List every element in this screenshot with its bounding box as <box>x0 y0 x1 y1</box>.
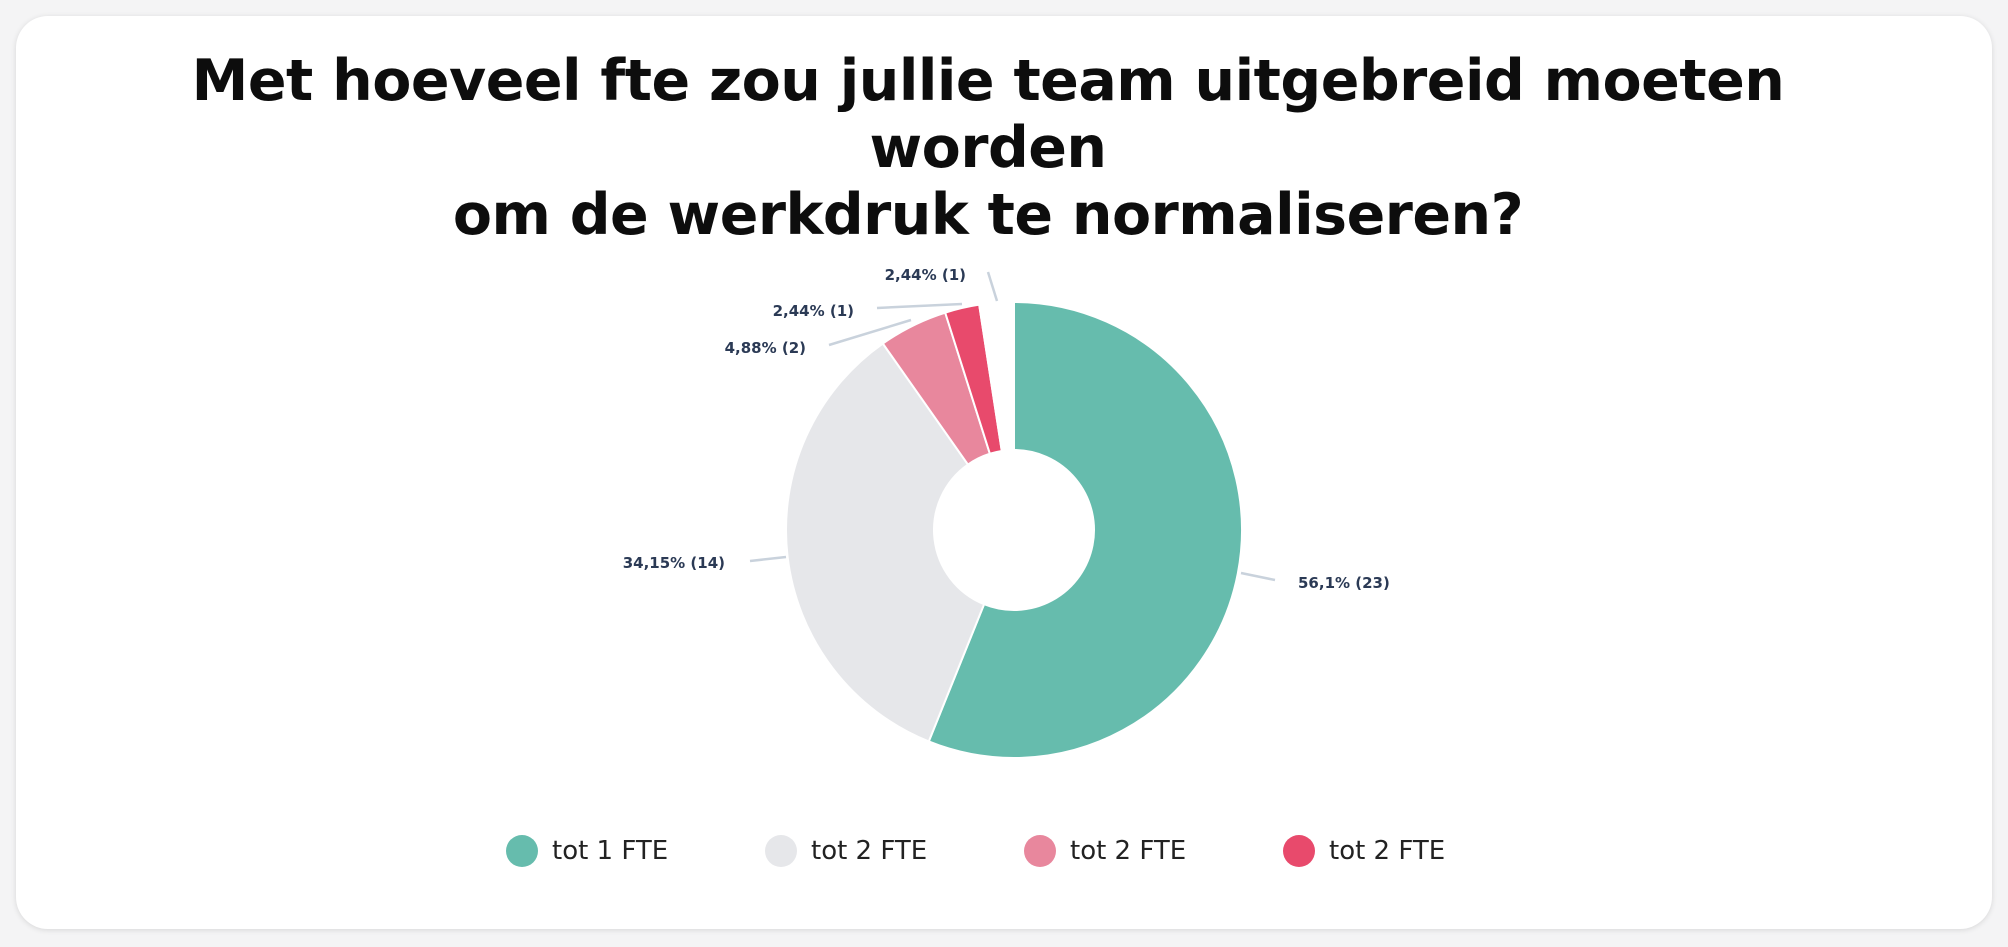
slice-labels: 56,1% (23) 34,15% (14) 4,88% (2) 2,44% (1) 2… <box>623 266 1390 592</box>
donut-slices <box>785 300 1243 759</box>
pie-slice[interactable] <box>978 300 1015 453</box>
legend-swatch <box>1024 835 1056 867</box>
legend-swatch <box>506 835 538 867</box>
leader-line <box>876 302 963 310</box>
chart-title-line-1: Met hoeveel fte zou jullie team uitgebre… <box>191 48 1785 181</box>
legend-label: tot 1 FTE <box>552 836 669 866</box>
slice-data-label: 4,88% (2) <box>725 339 806 357</box>
legend-label: tot 2 FTE <box>1070 836 1187 866</box>
legend-item-tot-2-fte-pink[interactable]: tot 2 FTE <box>1024 834 1186 868</box>
legend-swatch <box>765 835 797 867</box>
slice-data-label: 2,44% (1) <box>885 266 966 284</box>
legend-swatch <box>1283 835 1315 867</box>
legend-item-tot-1-fte[interactable]: tot 1 FTE <box>506 834 668 868</box>
legend-item-tot-2-fte-red[interactable]: tot 2 FTE <box>1283 834 1445 868</box>
leader-line <box>749 555 787 563</box>
slice-data-label: 2,44% (1) <box>773 302 854 320</box>
chart-title-line-2: om de werkdruk te normaliseren? <box>452 182 1524 248</box>
legend-label: tot 2 FTE <box>811 836 928 866</box>
leader-lines <box>749 271 1276 582</box>
slice-data-label: 34,15% (14) <box>623 554 725 572</box>
legend-item-tot-2-fte-grey[interactable]: tot 2 FTE <box>765 834 927 868</box>
chart-title: Met hoeveel fte zou jullie team uitgebre… <box>80 48 1896 249</box>
leader-line <box>1240 571 1276 582</box>
legend-label: tot 2 FTE <box>1329 836 1446 866</box>
leader-line <box>828 318 912 347</box>
slice-data-label: 56,1% (23) <box>1298 574 1390 592</box>
pie-slice[interactable] <box>785 342 986 743</box>
chart-card <box>16 16 1992 929</box>
leader-line <box>986 271 999 302</box>
pie-slice[interactable] <box>927 300 1243 759</box>
chart-legend: tot 1 FTE tot 2 FTE tot 2 FTE tot 2 FTE <box>0 816 2008 886</box>
